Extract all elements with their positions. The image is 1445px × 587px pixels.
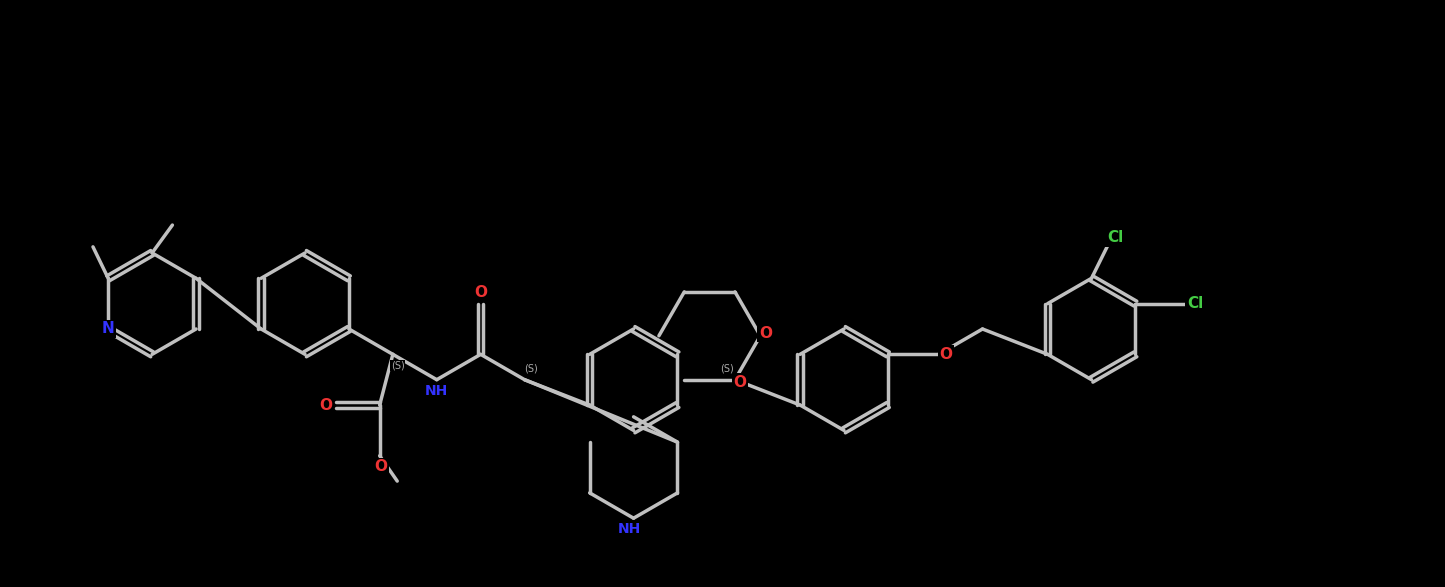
Text: (S): (S) — [523, 363, 538, 373]
Text: O: O — [374, 460, 387, 474]
Text: NH: NH — [425, 384, 448, 398]
Text: O: O — [319, 397, 332, 413]
Text: (S): (S) — [721, 363, 734, 373]
Text: O: O — [474, 285, 487, 300]
Text: O: O — [759, 326, 772, 340]
Text: Cl: Cl — [1107, 230, 1123, 245]
Text: N: N — [101, 322, 114, 336]
Text: O: O — [939, 347, 952, 362]
Text: (S): (S) — [392, 360, 405, 370]
Text: O: O — [734, 375, 747, 390]
Text: Cl: Cl — [1188, 296, 1204, 311]
Text: NH: NH — [618, 522, 642, 537]
